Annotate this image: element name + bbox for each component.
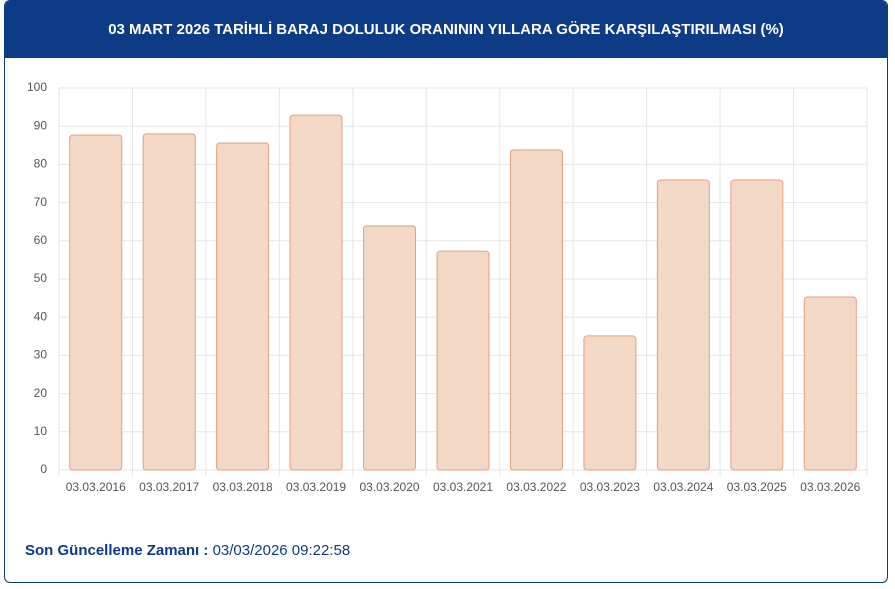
last-update-value: 03/03/2026 09:22:58 bbox=[212, 542, 351, 559]
y-tick-label: 10 bbox=[34, 424, 48, 438]
last-update: Son Güncelleme Zamanı : 03/03/2026 09:22… bbox=[25, 542, 350, 559]
x-tick-label: 03.03.2023 bbox=[580, 480, 640, 494]
x-tick-label: 03.03.2019 bbox=[286, 480, 346, 494]
bar bbox=[436, 250, 490, 471]
y-tick-label: 70 bbox=[34, 195, 48, 209]
last-update-label: Son Güncelleme Zamanı : bbox=[25, 542, 209, 559]
x-tick-label: 03.03.2020 bbox=[360, 480, 420, 494]
x-tick-label: 03.03.2026 bbox=[800, 480, 860, 494]
bar bbox=[216, 142, 270, 471]
y-tick-label: 30 bbox=[34, 348, 48, 362]
bar bbox=[363, 225, 417, 471]
bar bbox=[142, 133, 196, 471]
x-tick-label: 03.03.2018 bbox=[213, 480, 273, 494]
y-tick-label: 40 bbox=[34, 309, 48, 323]
bar bbox=[69, 134, 123, 471]
x-tick-label: 03.03.2025 bbox=[727, 480, 787, 494]
x-tick-label: 03.03.2024 bbox=[653, 480, 713, 494]
bar bbox=[509, 149, 563, 471]
x-tick-label: 03.03.2017 bbox=[139, 480, 199, 494]
x-tick-label: 03.03.2022 bbox=[506, 480, 566, 494]
y-tick-label: 20 bbox=[34, 386, 48, 400]
bar bbox=[583, 335, 637, 471]
y-tick-label: 0 bbox=[40, 462, 47, 476]
x-tick-label: 03.03.2016 bbox=[66, 480, 126, 494]
bar bbox=[803, 296, 857, 471]
x-tick-label: 03.03.2021 bbox=[433, 480, 493, 494]
bar bbox=[730, 179, 784, 471]
y-tick-label: 50 bbox=[34, 271, 48, 285]
bar bbox=[656, 179, 710, 471]
y-tick-label: 90 bbox=[34, 118, 48, 132]
y-tick-label: 80 bbox=[34, 157, 48, 171]
bar bbox=[289, 114, 343, 471]
chart-card: 03 MART 2026 TARİHLİ BARAJ DOLULUK ORANI… bbox=[4, 0, 888, 583]
chart-title: 03 MART 2026 TARİHLİ BARAJ DOLULUK ORANI… bbox=[5, 1, 887, 58]
y-tick-label: 60 bbox=[34, 233, 48, 247]
y-tick-label: 100 bbox=[27, 80, 47, 94]
